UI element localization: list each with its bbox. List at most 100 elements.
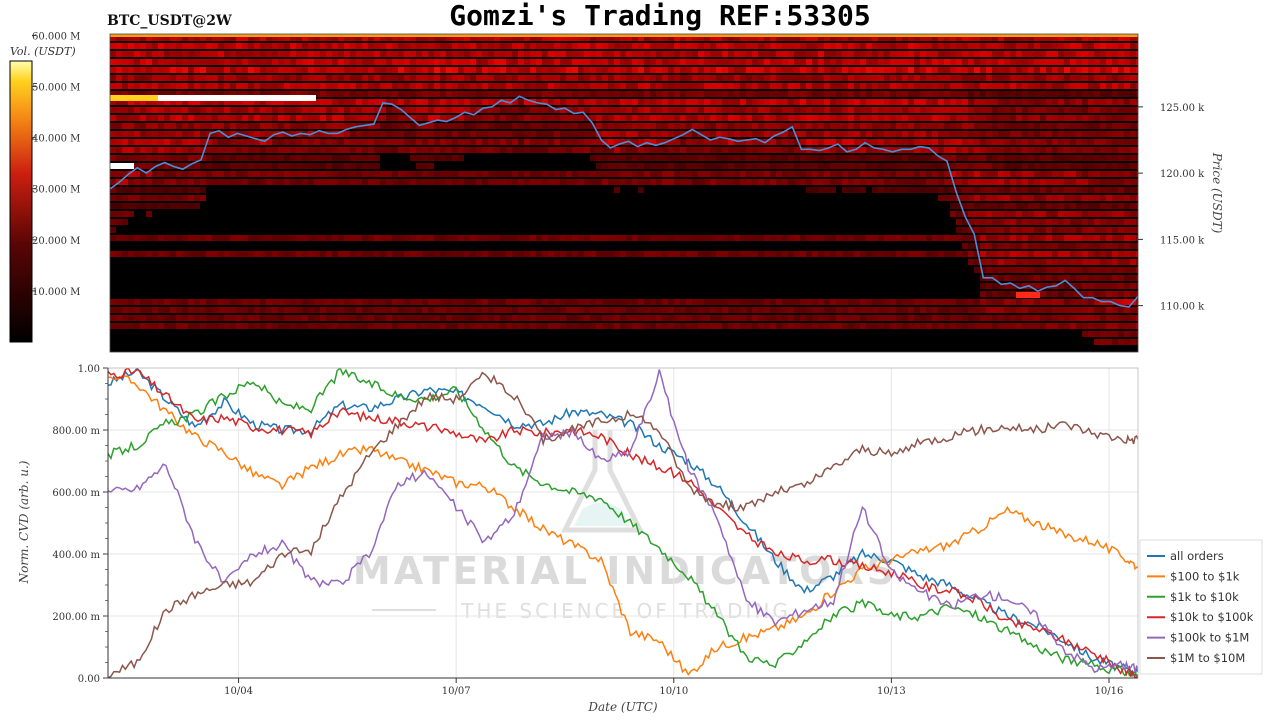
heatmap-cell — [464, 235, 470, 241]
heatmap-cell — [1088, 283, 1094, 289]
heatmap-cell — [872, 35, 878, 41]
heatmap-cell — [1076, 211, 1082, 217]
heatmap-cell — [464, 67, 470, 73]
heatmap-cell — [152, 115, 158, 121]
heatmap-cell — [200, 75, 206, 81]
heatmap-cell — [860, 163, 866, 169]
heatmap-cell — [290, 59, 296, 65]
heatmap-cell — [758, 155, 764, 161]
heatmap-cell — [1046, 43, 1052, 49]
heatmap-cell — [644, 99, 650, 105]
heatmap-cell — [728, 179, 734, 185]
heatmap-cell — [290, 307, 296, 313]
heatmap-cell — [1046, 275, 1052, 281]
heatmap-cell — [800, 99, 806, 105]
heatmap-cell — [1022, 131, 1028, 137]
heatmap-cell — [230, 299, 236, 305]
heatmap-cell — [956, 315, 962, 321]
heatmap-cell — [260, 131, 266, 137]
heatmap-cell — [188, 75, 194, 81]
heatmap-cell — [638, 91, 644, 97]
heatmap-cell — [998, 123, 1004, 129]
heatmap-cell — [1010, 83, 1016, 89]
heatmap-cell — [158, 59, 164, 65]
heatmap-cell — [602, 171, 608, 177]
heatmap-cell — [638, 155, 644, 161]
heatmap-cell — [134, 179, 140, 185]
heatmap-cell — [1112, 91, 1118, 97]
heatmap-cell — [986, 171, 992, 177]
heatmap-cell — [986, 139, 992, 145]
heatmap-cell — [1028, 75, 1034, 81]
heatmap-cell — [176, 91, 182, 97]
heatmap-cell — [698, 323, 704, 329]
heatmap-cell — [116, 187, 122, 193]
heatmap-cell — [1094, 251, 1100, 257]
heatmap-cell — [362, 115, 368, 121]
heatmap-cell — [1058, 235, 1064, 241]
heatmap-cell — [302, 235, 308, 241]
heatmap-cell — [656, 115, 662, 121]
heatmap-cell — [614, 75, 620, 81]
heatmap-cell — [404, 299, 410, 305]
heatmap-cell — [872, 131, 878, 137]
heatmap-cell — [224, 51, 230, 57]
heatmap-cell — [908, 323, 914, 329]
heatmap-cell — [608, 43, 614, 49]
heatmap-cell — [794, 251, 800, 257]
heatmap-cell — [818, 43, 824, 49]
heatmap-cell — [158, 315, 164, 321]
heatmap-cell — [134, 67, 140, 73]
heatmap-cell — [614, 43, 620, 49]
heatmap-cell — [356, 307, 362, 313]
heatmap-cell — [560, 139, 566, 145]
heatmap-cell — [878, 163, 884, 169]
heatmap-cell — [488, 75, 494, 81]
heatmap-cell — [860, 139, 866, 145]
heatmap-cell — [860, 131, 866, 137]
heatmap-cell — [494, 35, 500, 41]
heatmap-cell — [272, 43, 278, 49]
heatmap-cell — [1046, 35, 1052, 41]
heatmap-cell — [1058, 219, 1064, 225]
heatmap-cell — [968, 43, 974, 49]
heatmap-cell — [716, 67, 722, 73]
heatmap-cell — [392, 235, 398, 241]
heatmap-cell — [812, 131, 818, 137]
heatmap-cell — [176, 171, 182, 177]
heatmap-cell — [764, 67, 770, 73]
heatmap-cell — [740, 179, 746, 185]
heatmap-cell — [392, 67, 398, 73]
heatmap-cell — [776, 91, 782, 97]
heatmap-cell — [488, 59, 494, 65]
heatmap-cell — [950, 307, 956, 313]
heatmap-cell — [578, 35, 584, 41]
heatmap-cell — [128, 307, 134, 313]
heatmap-cell — [404, 179, 410, 185]
heatmap-cell — [1124, 179, 1130, 185]
heatmap-cell — [194, 251, 200, 257]
heatmap-cell — [926, 107, 932, 113]
heatmap-cell — [200, 83, 206, 89]
heatmap-cell — [608, 83, 614, 89]
heatmap-cell — [920, 83, 926, 89]
heatmap-cell — [704, 131, 710, 137]
heatmap-cell — [170, 171, 176, 177]
heatmap-cell — [578, 307, 584, 313]
heatmap-cell — [728, 43, 734, 49]
heatmap-cell — [506, 35, 512, 41]
heatmap-cell — [1088, 315, 1094, 321]
heatmap-cell — [770, 67, 776, 73]
heatmap-cell — [1058, 187, 1064, 193]
heatmap-cell — [512, 171, 518, 177]
heatmap-cell — [938, 99, 944, 105]
heatmap-cell — [530, 51, 536, 57]
heatmap-cell — [650, 179, 656, 185]
heatmap-cell — [242, 83, 248, 89]
heatmap-cell — [1034, 155, 1040, 161]
heatmap-cell — [1052, 267, 1058, 273]
heatmap-cell — [1094, 43, 1100, 49]
heatmap-cell — [770, 35, 776, 41]
heatmap-cell — [884, 187, 890, 193]
heatmap-cell — [938, 123, 944, 129]
